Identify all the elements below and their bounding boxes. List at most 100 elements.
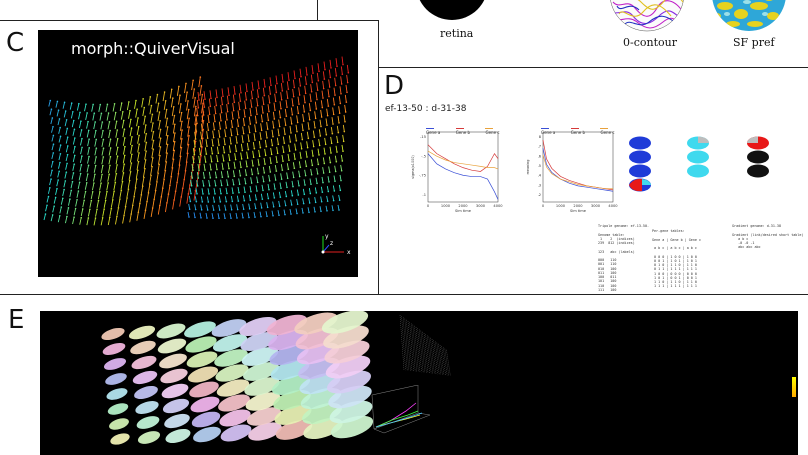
ellipse-glyph [157, 338, 187, 354]
quiver-arrow-head [230, 134, 233, 137]
quiver-arrow-head [268, 110, 270, 113]
quiver-arrow [120, 111, 124, 120]
quiver-arrow-head [312, 155, 314, 157]
quiver-arrow [65, 128, 68, 135]
quiver-arrow-head [223, 151, 226, 154]
quiver-arrow [316, 167, 319, 174]
quiver-arrow [228, 153, 231, 161]
quiver-arrow [115, 156, 119, 164]
quiver-arrow-head [87, 164, 90, 167]
quiver-arrow [276, 137, 279, 145]
quiver-arrow [239, 161, 242, 168]
quiver-arrow-head [202, 114, 205, 116]
quiver-arrow [84, 182, 88, 190]
quiver-arrow-head [335, 160, 338, 163]
quiver-arrow [298, 77, 301, 86]
quiver-arrow-head [266, 137, 268, 139]
divider-top-horizontal [0, 20, 378, 21]
quiver-arrow [140, 186, 144, 195]
quiver-arrow [322, 157, 325, 164]
quiver-arrow [310, 84, 313, 92]
quiver-arrow [69, 102, 73, 110]
quiver-arrow [289, 208, 292, 215]
quiver-arrow [269, 156, 272, 164]
quiver-arrow-head [114, 181, 117, 184]
quiver-arrow-head [211, 152, 214, 155]
quiver-arrow [224, 196, 227, 202]
quiver-arrow [127, 180, 131, 189]
quiver-arrow-head [307, 137, 310, 140]
quiver-arrow-head [296, 121, 299, 124]
quiver-arrow [251, 159, 254, 166]
quiver-arrow [218, 204, 221, 211]
quiver-arrow-head [344, 120, 346, 123]
quiver-arrow-head [290, 213, 292, 215]
quiver-arrow [79, 129, 83, 137]
quiver-arrow [263, 78, 266, 87]
quiver-arrow-head [164, 99, 167, 102]
quiver-arrow [188, 203, 191, 210]
quiver-arrow [115, 147, 119, 156]
quiver-arrow [172, 150, 175, 160]
ellipse-glyph [245, 392, 281, 411]
quiver-arrow-head [65, 171, 68, 173]
quiver-arrow [299, 151, 302, 159]
quiver-arrow-head [302, 202, 305, 205]
quiver-arrow [324, 128, 327, 135]
quiver-arrow-head [334, 84, 337, 87]
quiver-arrow-head [81, 137, 83, 140]
quiver-arrow-head [324, 153, 326, 155]
quiver-arrow-head [324, 68, 326, 71]
y-tick-label: -.75 [419, 174, 426, 178]
quiver-arrow-head [144, 115, 146, 118]
quiver-arrow [108, 165, 111, 174]
quiver-arrow [342, 134, 345, 142]
quiver-arrow-head [288, 159, 290, 161]
quiver-arrow [80, 138, 83, 146]
quiver-arrow-head [333, 103, 336, 106]
quiver-arrow [240, 152, 243, 159]
quiver-arrow-head [338, 209, 340, 211]
quiver-arrow [271, 210, 274, 216]
quiver-arrow [208, 98, 211, 107]
quiver-arrow [308, 103, 311, 111]
quiver-arrow-head [248, 208, 251, 210]
quiver-arrow-head [214, 112, 217, 115]
quiver-arrow [143, 116, 146, 125]
quiver-arrow-head [149, 96, 152, 98]
quiver-arrow [248, 203, 251, 209]
quiver-arrow [300, 132, 303, 140]
y-tick-label: -15 [420, 135, 426, 139]
quiver-arrow [298, 170, 301, 177]
quiver-arrow-head [238, 191, 240, 194]
blob [747, 164, 769, 178]
quiver-arrow [122, 137, 126, 146]
quiver-arrow [327, 89, 330, 97]
quiver-arrow [87, 156, 90, 164]
quiver-arrow-head [85, 181, 88, 184]
quiver-arrow [130, 136, 133, 146]
quiver-arrow-head [242, 216, 244, 219]
quiver-arrow [56, 179, 59, 187]
quiver-arrow [317, 148, 320, 155]
quiver-arrow [65, 154, 69, 162]
quiver-arrow [156, 103, 160, 113]
quiver-arrow-head [228, 159, 231, 162]
quiver-arrow-head [296, 212, 298, 215]
quiver-arrow [213, 114, 216, 122]
ellipse-glyph [218, 394, 250, 412]
quiver-arrow-head [310, 173, 313, 176]
quiver-arrow-head [117, 206, 120, 209]
legend-swatch [541, 127, 549, 129]
quiver-arrow-head [343, 130, 346, 133]
quiver-arrow-head [238, 117, 240, 119]
quiver-arrow [290, 116, 293, 124]
quiver-arrow [134, 100, 137, 109]
quiver-arrow [242, 126, 245, 134]
quiver-arrow [201, 129, 204, 140]
quiver-arrow-head [258, 87, 260, 90]
quiver-arrow-head [220, 111, 223, 114]
quiver-arrow [172, 115, 175, 125]
quiver-arrow-head [46, 204, 48, 207]
quiver-arrow-head [285, 195, 288, 198]
